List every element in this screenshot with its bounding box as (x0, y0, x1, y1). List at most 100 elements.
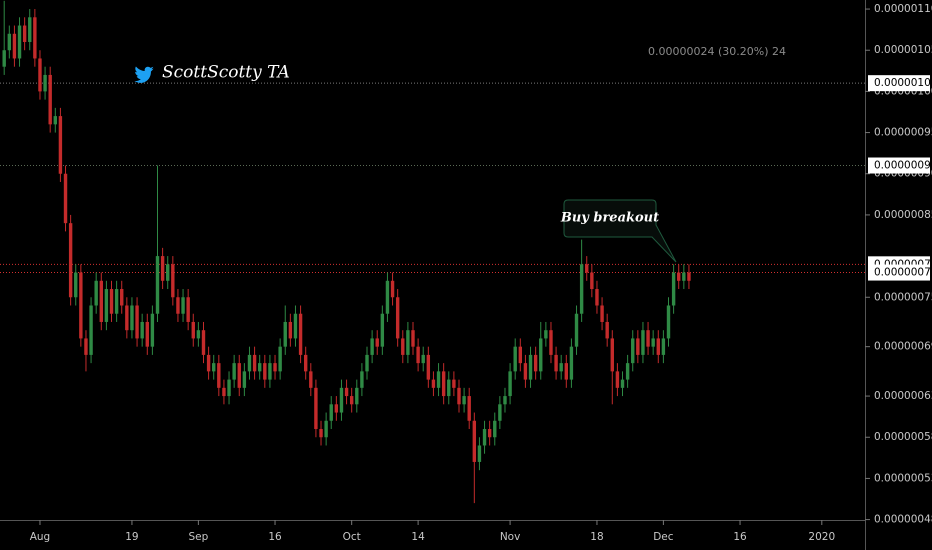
candle-body (416, 346, 420, 364)
candle-body (533, 354, 538, 372)
candle-body (687, 272, 691, 281)
candle-body (293, 313, 298, 339)
y-tick-label: 0.00000085 (874, 209, 932, 221)
candle-body (513, 346, 517, 372)
candle-body (263, 363, 267, 380)
candle-body (109, 289, 114, 314)
candle-body (467, 396, 471, 421)
candle-body (401, 338, 405, 355)
candle-body (298, 313, 303, 355)
y-tick-label: 0.00000110 (874, 3, 932, 15)
candle-body (625, 363, 630, 380)
candle-body (319, 429, 323, 438)
candle-body (411, 330, 415, 347)
candle-body (334, 404, 339, 413)
candle-body (79, 272, 83, 339)
y-tick-label: 0.00000105 (874, 44, 932, 56)
twitter-icon (134, 66, 154, 83)
candle-body (682, 272, 686, 281)
candle-body (549, 330, 553, 355)
candle-body (620, 379, 625, 388)
candle-body (288, 321, 293, 339)
y-tick-label: 0.00000095 (874, 127, 932, 139)
candle-body (43, 74, 47, 92)
x-tick-label: 19 (125, 531, 138, 543)
candle-body (237, 363, 241, 388)
candle-body (314, 387, 318, 430)
candle-body (166, 264, 170, 281)
candle-body (436, 371, 441, 388)
candle-body (12, 33, 17, 59)
candle-body (140, 321, 144, 339)
candle-body (666, 305, 671, 339)
candle-body (160, 256, 165, 281)
candle-body (329, 404, 333, 421)
candle-body (89, 305, 93, 355)
candle-body (503, 396, 507, 405)
candle-body (544, 330, 548, 339)
candle-body (605, 321, 609, 339)
plot-area (0, 0, 865, 504)
candle-body (125, 305, 129, 331)
candle-body (217, 363, 221, 388)
candle-body (661, 338, 666, 355)
candle-body (145, 321, 149, 347)
price-label-box (868, 75, 930, 92)
candle-body (268, 363, 272, 380)
candle-body (68, 223, 73, 298)
candle-body (191, 321, 195, 339)
candle-body (344, 387, 349, 397)
x-tick-label: 16 (268, 531, 282, 543)
candle-body (186, 297, 190, 322)
candle-body (135, 305, 139, 339)
candle-body (104, 289, 109, 322)
price-label: 0.00000101 (874, 77, 932, 89)
candle-body (610, 338, 614, 372)
candle-body (370, 338, 374, 355)
candle-body (390, 280, 395, 298)
callout-text: Buy breakout (560, 211, 659, 226)
candle-body (395, 297, 400, 339)
candle-body (339, 387, 344, 413)
candle-body (360, 371, 364, 388)
x-tick-label: Dec (653, 531, 674, 543)
candle-body (641, 330, 645, 355)
candle-body (569, 346, 574, 380)
candle-body (58, 116, 63, 174)
candle-body (579, 264, 584, 314)
axes: 0.000001100.000001050.000001000.00000095… (30, 3, 932, 543)
candle-body (477, 445, 482, 462)
candle-body (94, 280, 98, 306)
candle-body (431, 379, 436, 388)
candle-body (441, 371, 446, 397)
callout-box (563, 199, 677, 263)
candle-body (631, 338, 635, 364)
measure-label: 0.00000024 (30.20%) 24 (648, 45, 786, 58)
candle-body (498, 404, 502, 421)
candle-body (84, 338, 88, 355)
y-tick-label: 0.00000048 (874, 514, 932, 526)
candle-body (273, 363, 277, 372)
x-tick-label: 16 (733, 531, 747, 543)
candle-body (155, 256, 160, 314)
candle-body (99, 280, 103, 322)
candle-body (63, 173, 68, 224)
candle-body (447, 379, 451, 397)
candle-body (421, 354, 425, 364)
candle-body (426, 354, 431, 380)
candle-body (585, 264, 589, 273)
candle-body (232, 363, 236, 380)
candle-body (457, 387, 461, 405)
price-label: 0.00000091 (874, 160, 932, 172)
candle-body (554, 354, 558, 372)
candle-body (196, 330, 201, 339)
candle-body (636, 338, 640, 355)
candle-body (7, 33, 12, 51)
candle-body (114, 289, 119, 314)
candle-body (508, 371, 512, 397)
candle-body (539, 338, 543, 372)
x-tick-label: Nov (500, 531, 521, 543)
x-tick-label: Oct (343, 531, 361, 543)
